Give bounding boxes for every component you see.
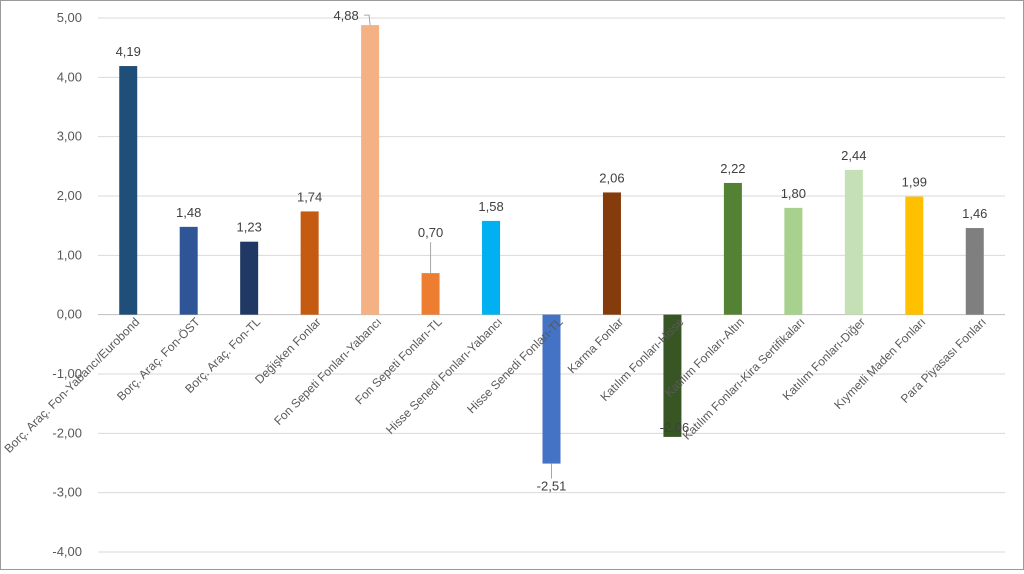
data-label: 2,06 <box>599 170 624 185</box>
bar <box>784 207 803 315</box>
y-tick-label: 2,00 <box>57 188 82 203</box>
y-axis-tick-labels: 5,00 4,00 3,00 2,00 1,00 0,00 -1,00 -2,00 -3,00 -… <box>52 10 82 559</box>
data-labels: 4,19 1,48 1,23 1,74 4,88 0,70 1,58 -2,51 2,06 -2,… <box>116 8 988 493</box>
data-label: -2,06 <box>660 420 690 435</box>
bar <box>602 192 621 315</box>
bar <box>361 25 380 315</box>
y-tick-label: 4,00 <box>57 69 82 84</box>
y-tick-label: 5,00 <box>57 10 82 25</box>
data-label: 2,44 <box>841 148 866 163</box>
x-tick-label: Karma Fonlar <box>565 315 626 376</box>
leader-lines <box>364 14 552 479</box>
data-label: 1,46 <box>962 206 987 221</box>
bars <box>119 25 984 464</box>
data-label: 1,58 <box>478 199 503 214</box>
bar <box>905 196 924 315</box>
bar <box>965 228 984 315</box>
y-tick-label: 0,00 <box>57 307 82 322</box>
data-label: 1,48 <box>176 205 201 220</box>
bar <box>723 182 742 315</box>
data-label: 1,74 <box>297 189 322 204</box>
data-label: 1,99 <box>902 175 927 190</box>
y-tick-label: -3,00 <box>52 485 82 500</box>
x-tick-label: Katılım Fonları-Kira Sertifikaları <box>680 315 808 443</box>
data-label: -2,51 <box>537 479 567 494</box>
x-tick-label: Hisse Senedi Fonları-Yabancı <box>383 315 505 437</box>
data-label: 4,19 <box>116 44 141 59</box>
data-label: 1,80 <box>781 186 806 201</box>
y-tick-label: -2,00 <box>52 425 82 440</box>
y-tick-label: 3,00 <box>57 129 82 144</box>
y-tick-label: -1,00 <box>52 366 82 381</box>
bar <box>844 169 863 315</box>
data-label: 4,88 <box>333 8 358 23</box>
bar <box>300 211 319 315</box>
bar <box>482 220 501 315</box>
data-label: 2,22 <box>720 161 745 176</box>
bar <box>421 273 440 315</box>
bar <box>240 241 259 315</box>
bar <box>542 314 561 464</box>
leader-line <box>364 14 371 26</box>
y-tick-label: -4,00 <box>52 544 82 559</box>
bar <box>179 226 198 315</box>
data-label: 0,70 <box>418 225 443 240</box>
bar <box>663 314 682 437</box>
y-tick-label: 1,00 <box>57 247 82 262</box>
data-label: 1,23 <box>237 220 262 235</box>
x-tick-label: Fon Sepeti Fonları-Yabancı <box>271 315 384 428</box>
bar <box>119 66 138 315</box>
